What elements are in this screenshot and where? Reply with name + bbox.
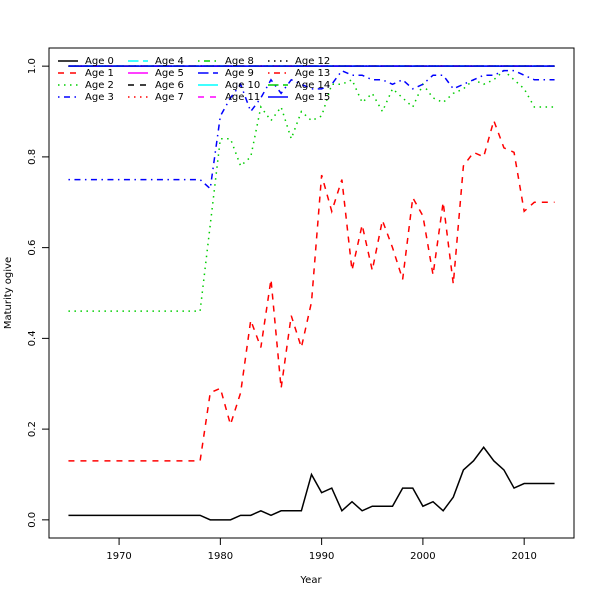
y-tick-label: 0.8: [27, 149, 38, 165]
y-tick-label: 0.4: [27, 330, 38, 346]
legend-label: Age 2: [85, 80, 114, 91]
legend-label: Age 15: [295, 92, 330, 103]
legend-label: Age 7: [155, 92, 184, 103]
y-tick-label: 0.0: [27, 512, 38, 528]
plot-box: [48, 47, 575, 539]
legend-label: Age 1: [85, 68, 114, 79]
legend-label: Age 3: [85, 92, 114, 103]
legend-label: Age 5: [155, 68, 184, 79]
x-tick-label: 2000: [410, 551, 435, 562]
series-line: [68, 69, 555, 191]
series-line: [68, 446, 555, 521]
y-tick-label: 1.0: [27, 58, 38, 74]
y-tick-label: 0.6: [27, 240, 38, 256]
x-tick-label: 2010: [511, 551, 536, 562]
legend-label: Age 10: [225, 80, 260, 91]
legend-label: Age 11: [225, 92, 260, 103]
x-tick-label: 1970: [106, 551, 131, 562]
legend-label: Age 0: [85, 56, 114, 67]
legend-label: Age 12: [295, 56, 330, 67]
legend-label: Age 13: [295, 68, 330, 79]
legend-label: Age 6: [155, 80, 184, 91]
legend-label: Age 4: [155, 56, 184, 67]
legend-label: Age 8: [225, 56, 254, 67]
legend-label: Age 14: [295, 80, 330, 91]
y-tick-label: 0.2: [27, 421, 38, 437]
x-tick-label: 1980: [208, 551, 233, 562]
legend-label: Age 9: [225, 68, 254, 79]
series-line: [68, 69, 555, 312]
x-tick-label: 1990: [309, 551, 334, 562]
x-axis-label: Year: [299, 575, 322, 586]
y-axis-label: Maturity ogive: [3, 257, 14, 329]
series-line: [68, 118, 555, 462]
